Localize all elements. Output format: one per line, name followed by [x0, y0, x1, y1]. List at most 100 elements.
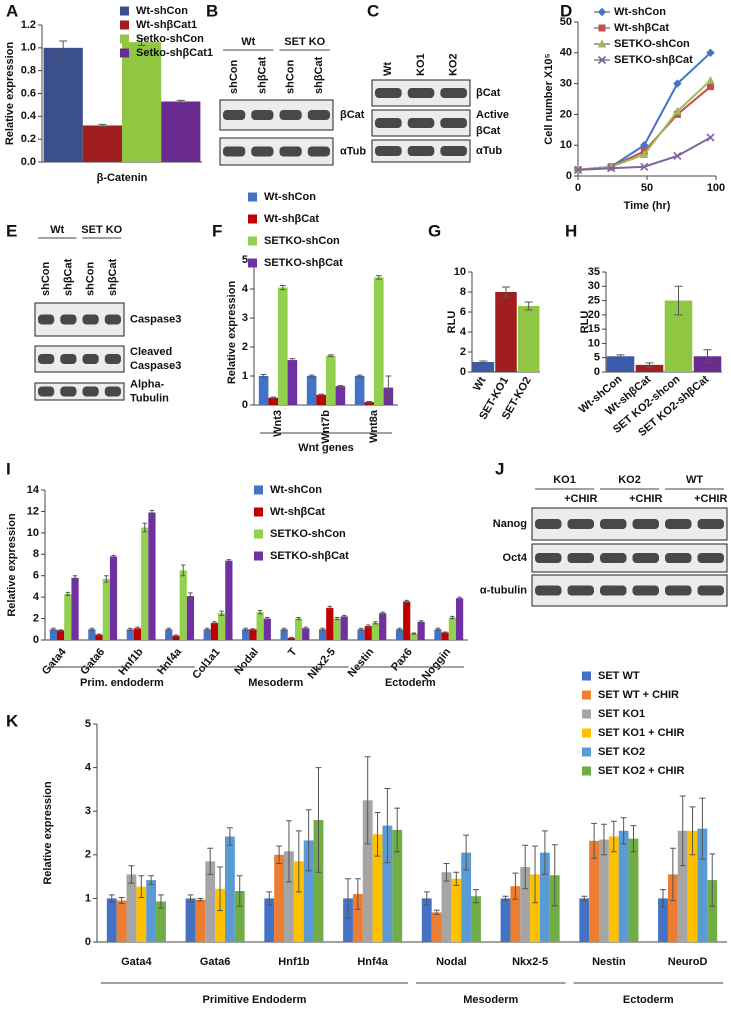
row-label: Caspase3 — [130, 360, 181, 372]
y-tick-label: 0 — [460, 366, 466, 378]
blot-band — [104, 314, 121, 325]
bar — [608, 836, 619, 942]
y-tick-label: 4 — [242, 283, 249, 295]
error-bar — [226, 827, 233, 846]
lane-label: KO2 — [448, 53, 460, 76]
y-tick-label: 0.4 — [21, 110, 37, 122]
legend-label: SETKO-shβCat — [264, 257, 343, 269]
x-tick-label: Gata4 — [40, 645, 69, 677]
y-axis-label: Relative expression — [42, 781, 54, 885]
blot-membrane — [34, 382, 125, 401]
group-label: SET KO — [81, 224, 122, 236]
bar — [215, 888, 225, 942]
blot-band — [567, 519, 594, 529]
bar — [316, 394, 326, 405]
bar — [510, 886, 521, 942]
y-tick-label: 3 — [85, 805, 91, 817]
legend-label: Wt-shβCat — [270, 506, 325, 518]
bar — [392, 829, 403, 942]
bar — [374, 277, 384, 405]
legend-swatch — [254, 485, 263, 495]
bar — [517, 306, 540, 372]
y-tick-label: 2 — [460, 346, 466, 358]
y-tick-label: 1 — [85, 892, 91, 904]
x-tick-label: Nodal — [436, 956, 467, 968]
blot-band — [279, 110, 302, 120]
bar — [471, 896, 481, 942]
error-bar — [610, 820, 617, 853]
error-bar — [59, 40, 68, 56]
y-axis-label: RLU — [446, 311, 458, 334]
error-bar — [645, 362, 654, 368]
bar — [500, 898, 511, 942]
lane-label: shCon — [285, 60, 297, 95]
error-bar — [435, 627, 441, 631]
bar — [362, 800, 373, 942]
x-tick-label: Hnf4a — [357, 956, 388, 968]
error-bar — [373, 621, 378, 625]
bar — [280, 629, 288, 640]
bar — [441, 632, 449, 640]
error-bar — [266, 891, 273, 906]
error-bar — [219, 610, 224, 616]
legend-label: SET KO1 — [598, 708, 645, 720]
x-axis-label: Time (hr) — [624, 200, 671, 212]
blot-membrane — [531, 543, 728, 573]
bar — [448, 617, 456, 640]
error-bar — [502, 286, 510, 298]
blot-band — [38, 354, 55, 364]
lane-label: +CHIR — [629, 493, 662, 505]
point — [673, 79, 682, 88]
x-tick-label: Wt — [471, 375, 489, 393]
row-label: Nanog — [493, 518, 527, 530]
x-tick-label: NeuroD — [668, 956, 708, 968]
bar — [693, 356, 722, 372]
y-tick-label: 4 — [460, 326, 467, 338]
error-bar — [89, 627, 95, 631]
bar — [357, 629, 365, 640]
legend-swatch — [254, 529, 263, 539]
error-bar — [138, 875, 145, 899]
bar — [88, 629, 96, 640]
bar — [179, 570, 187, 640]
blot-band — [697, 585, 724, 596]
group-label: KO1 — [553, 474, 576, 486]
bar — [431, 912, 442, 942]
legend-swatch — [248, 236, 257, 246]
error-bar — [327, 354, 334, 358]
error-bar — [137, 38, 146, 47]
y-tick-label: 2 — [85, 849, 91, 861]
bar — [263, 618, 271, 640]
x-tick-label: 50 — [641, 182, 653, 194]
y-tick-label: 2 — [242, 341, 248, 353]
legend-swatch — [120, 48, 129, 58]
bar — [379, 613, 387, 640]
error-bar — [345, 878, 351, 919]
error-bar — [473, 889, 479, 904]
y-tick-label: 0 — [594, 366, 600, 378]
bar — [335, 386, 346, 405]
y-tick-label: 0 — [85, 936, 91, 948]
error-bar — [411, 632, 417, 635]
bar — [372, 834, 383, 942]
panel-label: J — [495, 459, 504, 478]
error-bar — [243, 627, 248, 631]
point — [706, 75, 715, 85]
bar — [495, 292, 517, 372]
group-label: Wt — [50, 224, 64, 236]
blot-band — [251, 146, 274, 157]
point — [607, 164, 616, 173]
bar — [136, 886, 147, 942]
bar — [364, 626, 372, 640]
point — [640, 162, 649, 171]
blot-band — [307, 146, 330, 157]
error-bar — [296, 617, 301, 621]
blot-band — [223, 146, 246, 157]
y-tick-label: 1.2 — [21, 19, 36, 31]
error-bar — [620, 817, 627, 845]
blot-band — [251, 110, 274, 120]
row-label: Tubulin — [130, 392, 169, 404]
bar — [472, 362, 495, 372]
blot-band — [60, 386, 77, 397]
blot-band — [665, 519, 692, 529]
